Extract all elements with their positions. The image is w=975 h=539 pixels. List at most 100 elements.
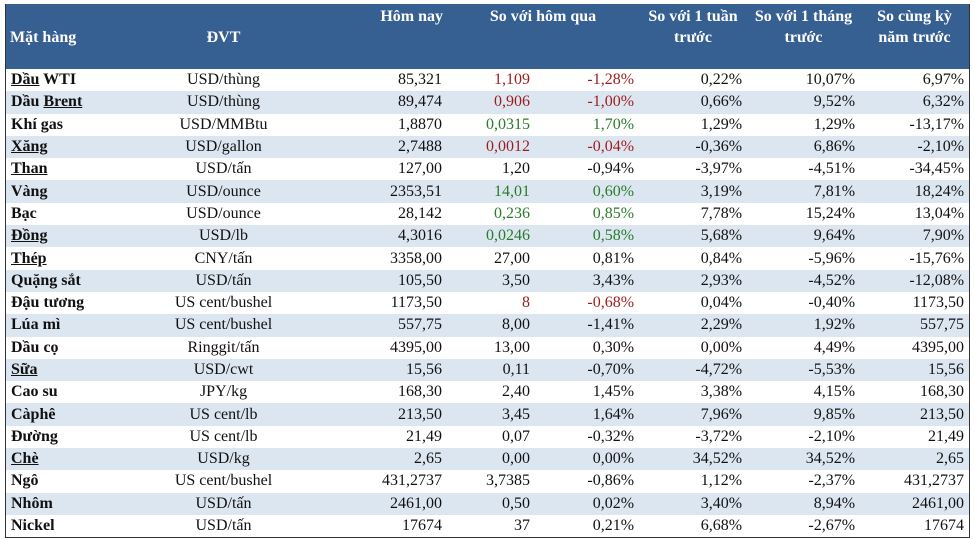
table-row: Xăng USD/gallon 2,7488 0,0012 -0,04% -0,36% 6,… [6, 135, 970, 159]
header-today: Hôm nay [331, 4, 447, 69]
week-cell: 2,29% [639, 314, 748, 337]
change-pct-cell: 0,00% [535, 448, 640, 471]
commodity-price-table: Mặt hàng ĐVT Hôm nay So với hôm qua So v… [5, 4, 970, 539]
month-cell: -5,96% [808, 249, 856, 267]
header-vs-year: So cùng kỳ năm trước [860, 4, 970, 69]
today-cell: 2,65 [331, 448, 447, 471]
year-cell: 2461,00 [860, 492, 970, 515]
item-name: Dầu cọ [6, 337, 116, 359]
month-cell: 1,92% [747, 314, 861, 337]
change-cell: 0,50 [447, 492, 535, 515]
item-name-part[interactable]: Than [11, 160, 48, 178]
today-cell: 213,50 [331, 403, 447, 426]
change-pct-cell: -0,86% [587, 472, 635, 490]
week-cell: 3,19% [639, 180, 748, 203]
table-row: Đường US cent/lb 21,49 0,07 -0,32% -3,72% -2,1… [6, 426, 969, 448]
table-row: Than USD/tấn 127,00 1,20 -0,94% -3,97% -4,51% -… [6, 158, 969, 180]
unit-cell: USD/kg [116, 448, 331, 471]
change-pct-cell: 0,85% [592, 204, 635, 222]
change-cell: 0,0246 [447, 225, 535, 248]
year-cell: 4395,00 [912, 338, 965, 356]
item-name-part[interactable]: Đồng [11, 227, 48, 245]
month-cell: 9,64% [747, 225, 861, 248]
change-pct-cell: -0,94% [587, 160, 635, 178]
header-vs-month: So với 1 tháng trước [747, 4, 861, 69]
change-pct-cell: 1,64% [535, 403, 640, 426]
today-cell: 3358,00 [390, 249, 442, 267]
table-row: Ngô US cent/bushel 431,2737 3,7385 -0,86% 1,1… [6, 470, 969, 492]
item-name: Chè [6, 448, 116, 471]
unit-cell: USD/thùng [187, 71, 260, 89]
month-cell: -2,10% [808, 427, 856, 445]
today-cell: 4395,00 [390, 338, 442, 356]
change-pct-cell: 1,70% [592, 115, 635, 133]
week-cell: 3,40% [639, 492, 748, 515]
today-cell: 21,49 [406, 427, 442, 445]
item-name-part: Nhôm [11, 494, 53, 512]
item-name-part[interactable]: Sữa [11, 361, 38, 378]
item-name: Nickel [6, 515, 116, 537]
week-cell: 5,68% [639, 225, 748, 248]
item-name: Vàng [6, 180, 116, 203]
change-cell: 0,00 [447, 448, 535, 471]
item-name-part[interactable]: Dầu [11, 71, 40, 89]
today-cell: 105,50 [331, 269, 447, 292]
unit-cell: US cent/lb [116, 403, 331, 426]
year-cell: 2,65 [860, 448, 970, 471]
table-row: Vàng USD/ounce 2353,51 14,01 0,60% 3,19% 7,81%… [6, 180, 970, 203]
table-row: Càphê US cent/lb 213,50 3,45 1,64% 7,96% 9,85%… [6, 403, 970, 426]
change-cell: 37 [514, 517, 530, 535]
item-name: Lúa mì [6, 314, 116, 337]
item-name-part: Đường [11, 427, 58, 445]
header-row: Mặt hàng ĐVT Hôm nay So với hôm qua So v… [6, 4, 970, 69]
week-cell: 1,12% [700, 472, 743, 490]
item-name: Ngô [6, 470, 116, 492]
change-cell: 1,109 [494, 71, 530, 89]
month-cell: -2,67% [808, 517, 856, 535]
change-cell: 0,07 [502, 427, 530, 445]
item-name-part[interactable]: Chè [11, 450, 39, 468]
unit-cell: USD/ounce [116, 180, 331, 203]
month-cell: -4,52% [747, 269, 861, 292]
unit-cell: USD/tấn [116, 269, 331, 292]
month-cell: 34,52% [747, 448, 861, 471]
year-cell: 168,30 [920, 383, 965, 401]
week-cell: 0,22% [700, 71, 743, 89]
unit-cell: JPY/kg [199, 383, 248, 401]
item-name: Khí gas [6, 114, 116, 136]
table-row: Đồng USD/lb 4,3016 0,0246 0,58% 5,68% 9,64% 7,9… [6, 225, 970, 248]
item-name-part[interactable]: Brent [43, 93, 83, 111]
year-cell: 15,56 [860, 358, 970, 382]
item-name-part: WTI [39, 71, 77, 89]
week-cell: 0,00% [700, 338, 743, 356]
table-row: Lúa mì US cent/bushel 557,75 8,00 -1,41% 2,29… [6, 314, 970, 337]
today-cell: 2461,00 [331, 492, 447, 515]
week-cell: 0,66% [639, 91, 748, 114]
unit-cell: CNY/tấn [194, 249, 253, 267]
item-name: Quặng sắt [6, 269, 116, 292]
unit-cell: USD/ounce [186, 204, 261, 222]
item-name-part: Quặng sắt [11, 271, 81, 289]
unit-cell: Ringgit/tấn [187, 338, 260, 356]
table-body: Dầu WTI USD/thùng 85,321 1,109 -1,28% 0,22% 10… [6, 69, 970, 537]
change-pct-cell: -0,32% [587, 427, 635, 445]
change-pct-cell: -0,04% [535, 135, 640, 159]
table-row: Đậu tương US cent/bushel 1173,50 8 -0,68% 0,0… [6, 292, 969, 314]
year-cell: 17674 [924, 517, 965, 535]
item-name: Sữa [6, 358, 116, 382]
year-cell: 6,97% [922, 71, 965, 89]
change-pct-cell: 0,30% [592, 338, 635, 356]
header-vs-yesterday: So với hôm qua [447, 4, 640, 69]
change-pct-cell: -0,68% [587, 294, 635, 312]
item-name-part[interactable]: Thép [11, 249, 47, 267]
change-cell: 2,40 [502, 383, 530, 401]
header-unit: ĐVT [116, 4, 331, 69]
item-name-part: Khí gas [11, 115, 64, 133]
month-cell: 9,85% [747, 403, 861, 426]
change-cell: 0,906 [447, 91, 535, 114]
today-cell: 15,56 [331, 358, 447, 382]
item-name-part[interactable]: Xăng [11, 138, 48, 156]
change-cell: 0,0012 [447, 135, 535, 159]
unit-cell: USD/lb [116, 225, 331, 248]
year-cell: 18,24% [860, 180, 970, 203]
